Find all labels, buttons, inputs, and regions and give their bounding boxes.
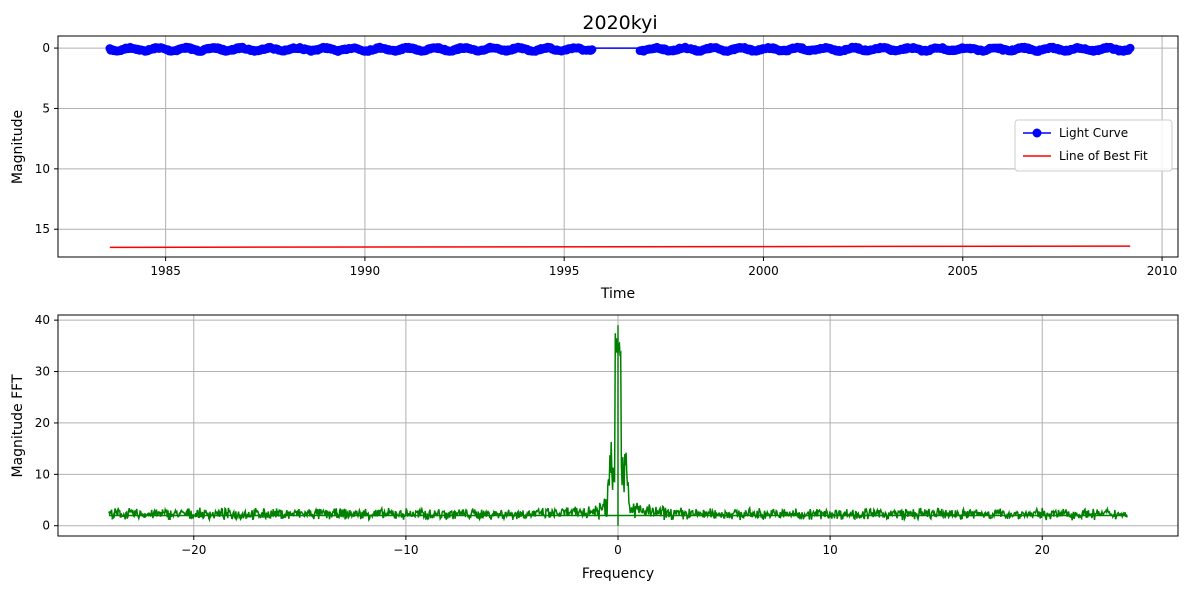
y-tick-label: 10 (35, 162, 50, 176)
light-curve-ticks: 1985 1990 1995 2000 2005 2010 0 5 10 15 (35, 41, 1178, 278)
legend-box (1014, 119, 1173, 172)
y-tick-label: 20 (35, 416, 50, 430)
y-tick-label: 0 (42, 41, 50, 55)
y-tick-label: 5 (42, 101, 50, 115)
y-axis-label-magnitude: Magnitude (10, 110, 26, 184)
legend-marker-light-curve (1032, 128, 1042, 138)
x-tick-label: 1985 (150, 264, 181, 278)
x-tick-label: 20 (1035, 543, 1050, 557)
legend: Light Curve Line of Best Fit (1014, 119, 1173, 172)
legend-label-best-fit: Line of Best Fit (1059, 149, 1148, 163)
fft-data (108, 325, 1128, 526)
y-tick-label: 10 (35, 467, 50, 481)
y-tick-label: 15 (35, 222, 50, 236)
legend-label-light-curve: Light Curve (1059, 126, 1128, 140)
light-curve-point (587, 45, 597, 54)
y-tick-label: 30 (35, 365, 50, 379)
x-tick-label: 2000 (748, 264, 779, 278)
x-tick-label: 0 (614, 543, 622, 557)
x-tick-label: 2005 (947, 264, 978, 278)
best-fit-line (109, 245, 1131, 249)
y-axis-label-magnitude-fft: Magnitude FFT (10, 374, 26, 477)
light-curve-plot: 2020kyi 1985 1990 1995 2000 2005 2010 0 5 10 15 T… (10, 12, 1179, 302)
light-curve-frame (57, 35, 1179, 258)
x-tick-label: −20 (181, 543, 206, 557)
y-tick-label: 40 (35, 313, 50, 327)
x-axis-label-time: Time (600, 286, 635, 302)
light-curve-data (105, 42, 1135, 249)
y-tick-label: 0 (42, 519, 50, 533)
fft-ticks: −20 −10 0 10 20 0 10 20 30 40 (35, 313, 1050, 557)
plot-title: 2020kyi (582, 12, 657, 34)
x-tick-label: 2010 (1147, 264, 1178, 278)
light-curve-grid (58, 36, 1178, 257)
x-tick-label: 10 (822, 543, 837, 557)
fft-spectrum-line (108, 333, 1128, 523)
x-tick-label: −10 (393, 543, 418, 557)
light-curve-point (1125, 43, 1135, 53)
x-tick-label: 1990 (350, 264, 381, 278)
x-tick-label: 1995 (549, 264, 580, 278)
fft-plot: −20 −10 0 10 20 0 10 20 30 40 Frequency Magnitude… (10, 313, 1179, 582)
x-axis-label-frequency: Frequency (582, 566, 654, 582)
